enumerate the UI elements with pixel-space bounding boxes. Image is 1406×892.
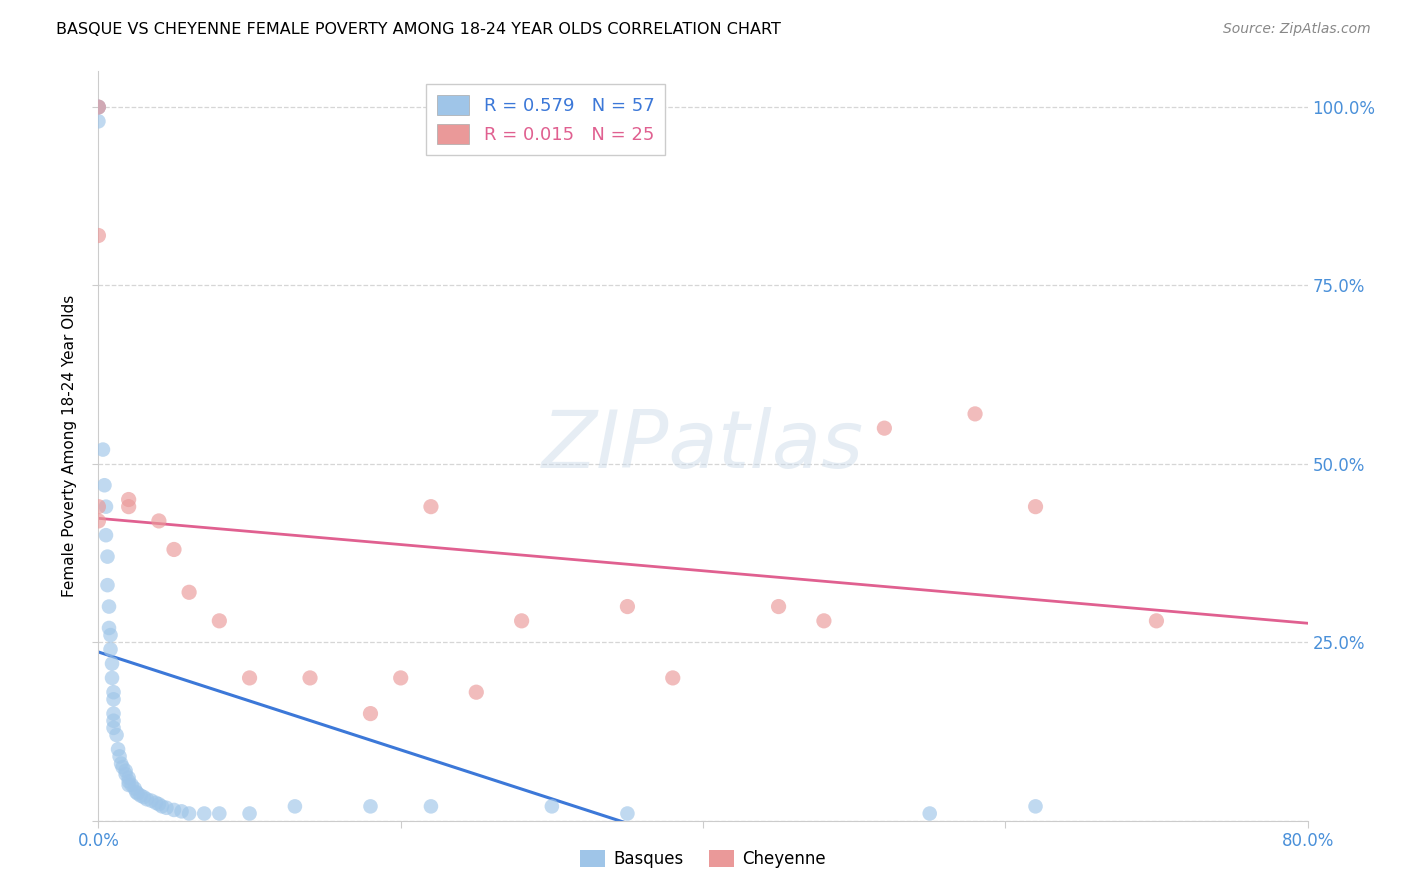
Point <box>420 799 443 814</box>
Point <box>132 790 155 805</box>
Point <box>101 671 124 685</box>
Point <box>873 421 896 435</box>
Point <box>87 100 110 114</box>
Point <box>87 228 110 243</box>
Point <box>135 792 157 806</box>
Point <box>98 621 121 635</box>
Legend: R = 0.579   N = 57, R = 0.015   N = 25: R = 0.579 N = 57, R = 0.015 N = 25 <box>426 84 665 154</box>
Point <box>768 599 790 614</box>
Point <box>108 749 131 764</box>
Point <box>107 742 129 756</box>
Point <box>208 614 231 628</box>
Point <box>124 781 146 796</box>
Point <box>179 585 201 599</box>
Legend: Basques, Cheyenne: Basques, Cheyenne <box>574 843 832 875</box>
Point <box>360 799 382 814</box>
Point <box>129 789 152 803</box>
Point <box>965 407 987 421</box>
Point <box>813 614 835 628</box>
Point <box>118 771 141 785</box>
Point <box>163 542 186 557</box>
Point <box>918 806 941 821</box>
Point <box>540 799 562 814</box>
Point <box>87 100 110 114</box>
Point <box>155 801 177 815</box>
Point <box>510 614 533 628</box>
Point <box>127 787 149 801</box>
Point <box>150 799 173 814</box>
Point <box>179 806 201 821</box>
Point <box>420 500 443 514</box>
Point <box>284 799 307 814</box>
Point <box>145 796 167 810</box>
Point <box>125 785 148 799</box>
Point <box>118 492 141 507</box>
Point <box>239 806 262 821</box>
Point <box>360 706 382 721</box>
Point <box>101 657 124 671</box>
Text: BASQUE VS CHEYENNE FEMALE POVERTY AMONG 18-24 YEAR OLDS CORRELATION CHART: BASQUE VS CHEYENNE FEMALE POVERTY AMONG … <box>56 22 782 37</box>
Point <box>141 794 163 808</box>
Point <box>661 671 683 685</box>
Point <box>87 100 110 114</box>
Point <box>111 760 134 774</box>
Point <box>121 778 143 792</box>
Text: Source: ZipAtlas.com: Source: ZipAtlas.com <box>1223 22 1371 37</box>
Point <box>87 100 110 114</box>
Point <box>103 721 125 735</box>
Point <box>103 685 125 699</box>
Point <box>465 685 488 699</box>
Point <box>94 528 117 542</box>
Point <box>114 764 136 778</box>
Point <box>616 599 638 614</box>
Point <box>96 549 118 564</box>
Point <box>118 500 141 514</box>
Point <box>193 806 215 821</box>
Point <box>94 500 117 514</box>
Point <box>163 803 186 817</box>
Point <box>170 805 193 819</box>
Text: ZIPatlas: ZIPatlas <box>541 407 865 485</box>
Point <box>1024 799 1046 814</box>
Point <box>148 514 170 528</box>
Point <box>1144 614 1167 628</box>
Point <box>100 628 122 642</box>
Point <box>110 756 132 771</box>
Point <box>239 671 262 685</box>
Point <box>1024 500 1046 514</box>
Point <box>208 806 231 821</box>
Point <box>91 442 114 457</box>
Point <box>96 578 118 592</box>
Point <box>103 714 125 728</box>
Point <box>118 778 141 792</box>
Point <box>103 706 125 721</box>
Point <box>616 806 638 821</box>
Point <box>148 797 170 812</box>
Point <box>98 599 121 614</box>
Point <box>299 671 322 685</box>
Point <box>93 478 115 492</box>
Point <box>87 100 110 114</box>
Point <box>389 671 412 685</box>
Point <box>87 500 110 514</box>
Y-axis label: Female Poverty Among 18-24 Year Olds: Female Poverty Among 18-24 Year Olds <box>62 295 77 597</box>
Point <box>114 767 136 781</box>
Point <box>87 514 110 528</box>
Point <box>118 774 141 789</box>
Point <box>103 692 125 706</box>
Point <box>105 728 128 742</box>
Point <box>87 114 110 128</box>
Point <box>100 642 122 657</box>
